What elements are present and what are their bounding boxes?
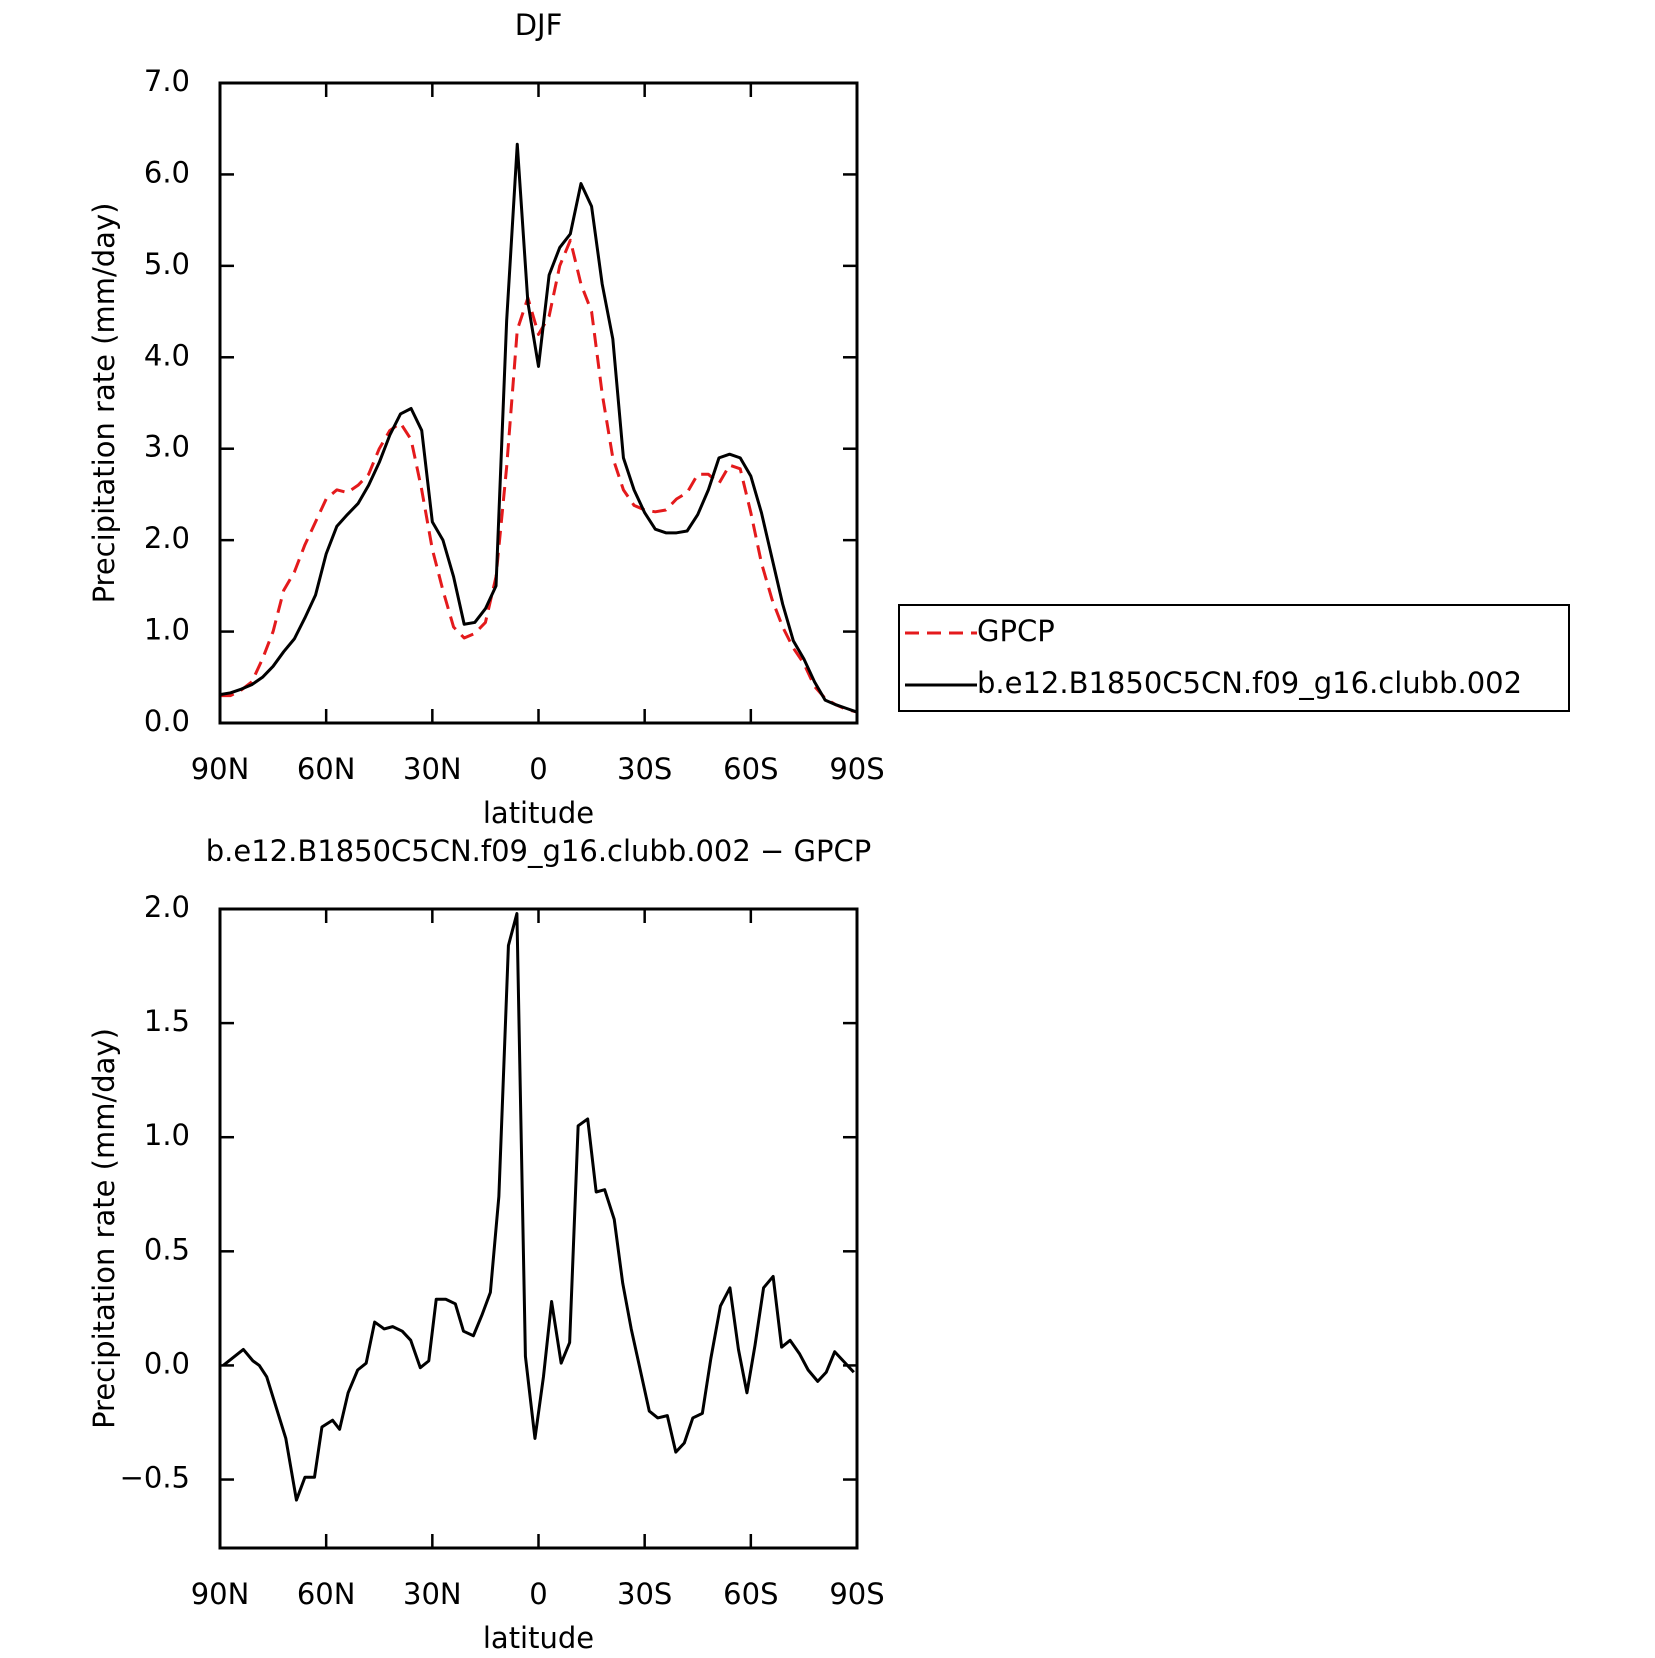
- legend-label: GPCP: [977, 614, 1055, 648]
- x-tick-label: 60N: [297, 752, 356, 786]
- y-tick-label: 1.0: [144, 1118, 190, 1152]
- y-tick-label: 7.0: [144, 64, 190, 98]
- x-tick-label: 0: [529, 1577, 547, 1611]
- chart-title: b.e12.B1850C5CN.f09_g16.clubb.002 − GPCP: [206, 834, 872, 868]
- legend-label: b.e12.B1850C5CN.f09_g16.clubb.002: [977, 666, 1522, 700]
- data-line: [222, 912, 855, 1502]
- y-tick-label: 1.5: [144, 1004, 190, 1038]
- y-tick-label: 2.0: [144, 521, 190, 555]
- y-tick-label: 0.0: [144, 704, 190, 738]
- x-tick-label: 60S: [723, 752, 778, 786]
- data-line: [219, 142, 858, 714]
- plot-frame: [218, 907, 859, 1550]
- data-line: [220, 238, 858, 714]
- x-tick-label: 90N: [191, 1577, 250, 1611]
- y-tick-label: 3.0: [144, 430, 190, 464]
- y-axis-label: Precipitation rate (mm/day): [87, 1028, 121, 1429]
- y-tick-label: 6.0: [144, 155, 190, 189]
- plot-frame: [218, 81, 859, 725]
- y-axis-label: Precipitation rate (mm/day): [87, 203, 121, 604]
- legend-box: [898, 604, 1570, 712]
- x-tick-label: 30S: [617, 752, 672, 786]
- y-tick-label: 2.0: [144, 890, 190, 924]
- y-tick-label: 1.0: [144, 613, 190, 647]
- y-tick-label: 0.0: [144, 1346, 190, 1380]
- y-tick-label: −0.5: [120, 1461, 190, 1495]
- chart-title: DJF: [515, 8, 563, 42]
- x-tick-label: 30S: [617, 1577, 672, 1611]
- y-tick-label: 0.5: [144, 1232, 190, 1266]
- x-axis-label: latitude: [483, 1621, 594, 1655]
- x-tick-label: 90S: [829, 752, 884, 786]
- y-tick-label: 4.0: [144, 338, 190, 372]
- x-tick-label: 0: [529, 752, 547, 786]
- x-tick-label: 30N: [403, 1577, 462, 1611]
- x-tick-label: 60N: [297, 1577, 356, 1611]
- x-tick-label: 90S: [829, 1577, 884, 1611]
- x-tick-label: 60S: [723, 1577, 778, 1611]
- y-tick-label: 5.0: [144, 247, 190, 281]
- x-axis-label: latitude: [483, 796, 594, 830]
- x-tick-label: 30N: [403, 752, 462, 786]
- x-tick-label: 90N: [191, 752, 250, 786]
- legend: GPCP b.e12.B1850C5CN.f09_g16.clubb.002: [898, 604, 1570, 712]
